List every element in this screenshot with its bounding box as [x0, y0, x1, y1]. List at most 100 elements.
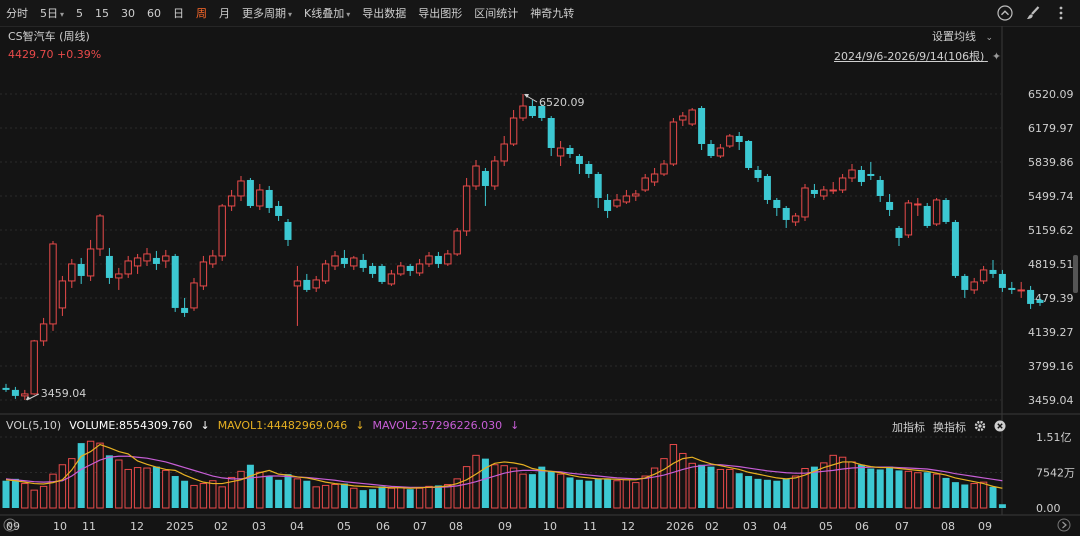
volume-bar: [246, 464, 254, 508]
volume-bar: [340, 483, 348, 508]
candle-body: [397, 265, 405, 275]
time-axis-label: 11: [583, 520, 597, 533]
candle-body: [886, 201, 894, 210]
candle-body: [86, 248, 95, 277]
close-icon[interactable]: [994, 420, 1006, 435]
candle-body: [256, 189, 264, 207]
volume-bar: [331, 483, 339, 509]
time-axis-label: 07: [895, 520, 909, 533]
add-indicator-button[interactable]: 加指标: [892, 421, 925, 434]
scroll-left-icon[interactable]: [3, 518, 17, 532]
mavol2-value: MAVOL2:57296226.030: [372, 419, 503, 432]
volume-bar: [359, 490, 367, 508]
candle-body: [698, 108, 706, 144]
volume-bar: [265, 476, 273, 508]
time-axis-label: 11: [82, 520, 96, 533]
period-tab[interactable]: 日: [167, 5, 190, 21]
time-axis-label: 06: [855, 520, 869, 533]
period-tab[interactable]: 区间统计: [468, 5, 524, 21]
candle-body: [575, 155, 583, 164]
time-axis-label: 06: [376, 520, 390, 533]
candle-body: [340, 257, 348, 264]
down-arrow-icon: ↓: [510, 419, 520, 432]
candle-body: [838, 177, 847, 191]
low-annotation: 3459.04: [41, 387, 87, 400]
volume-bar: [923, 472, 931, 508]
period-tab[interactable]: 分时: [0, 5, 34, 21]
candle-body: [133, 257, 142, 267]
period-tab[interactable]: K线叠加 ▾: [298, 5, 356, 21]
volume-bar: [801, 468, 809, 509]
period-tab-label: 月: [219, 7, 231, 20]
period-tab[interactable]: 神奇九转: [524, 5, 580, 21]
volume-bar: [622, 479, 631, 509]
period-tab-label: 区间统计: [474, 7, 519, 20]
time-axis-label: 09: [498, 520, 512, 533]
period-tab[interactable]: 15: [89, 7, 115, 20]
set-ma-button[interactable]: 设置均线 ⌄: [932, 28, 993, 44]
volume-bar: [904, 470, 913, 509]
volume-bar: [453, 478, 461, 509]
candle-body: [171, 255, 179, 308]
volume-bar: [782, 478, 790, 508]
time-axis-label: 10: [53, 520, 67, 533]
instrument-name: CS智汽车 (周线): [8, 30, 90, 43]
period-tab-label: K线叠加: [304, 7, 345, 20]
candle-body: [96, 215, 104, 250]
period-tab[interactable]: 30: [115, 7, 141, 20]
volume-bar: [284, 474, 292, 508]
period-tab[interactable]: 导出数据: [356, 5, 412, 21]
change-indicator-button[interactable]: 换指标: [933, 421, 966, 434]
brush-icon[interactable]: [1024, 4, 1042, 22]
volume-bar: [698, 464, 706, 508]
candle-body: [275, 205, 283, 216]
volume-bar: [585, 480, 593, 508]
volume-bar: [989, 486, 997, 508]
candle-body: [754, 169, 762, 178]
time-axis-label: 03: [743, 520, 757, 533]
candle-body: [979, 269, 988, 282]
set-ma-label: 设置均线: [932, 30, 976, 43]
period-tab[interactable]: 导出图形: [412, 5, 468, 21]
pin-icon[interactable]: ✦: [991, 50, 1002, 63]
chevron-up-icon[interactable]: [996, 4, 1014, 22]
chevron-left-icon: [7, 521, 12, 529]
candle-body: [679, 115, 687, 121]
period-tab[interactable]: 周: [190, 5, 213, 21]
volume-bar: [124, 468, 132, 509]
candle-body: [820, 189, 828, 197]
period-tab[interactable]: 60: [141, 7, 167, 20]
price-tick-label: 5159.62: [1028, 224, 1074, 237]
volume-bar: [275, 479, 283, 508]
volume-bar: [30, 489, 38, 509]
candle-body: [387, 273, 396, 285]
volume-bar: [171, 476, 179, 508]
gear-icon[interactable]: [974, 420, 986, 435]
price-tick-label: 5499.74: [1028, 190, 1074, 203]
period-tab[interactable]: 更多周期 ▾: [236, 5, 298, 21]
time-axis-label: 10: [543, 520, 557, 533]
time-axis-label: 05: [337, 520, 351, 533]
candle-body: [472, 165, 480, 187]
volume-tick-label: 7542万: [1036, 467, 1075, 480]
time-axis-label: 03: [252, 520, 266, 533]
period-tab[interactable]: 5: [70, 7, 89, 20]
volume-bar: [857, 464, 865, 508]
volume-bar: [21, 483, 29, 509]
time-axis-label: 09: [978, 520, 992, 533]
volume-bar: [735, 473, 743, 508]
period-tab[interactable]: 5日 ▾: [34, 5, 70, 21]
volume-bar: [500, 465, 508, 509]
date-range[interactable]: 2024/9/6-2026/9/14(106根) ✦: [834, 48, 1001, 64]
period-tab-label: 分时: [6, 7, 28, 20]
candle-body: [331, 255, 339, 267]
volume-bar: [397, 486, 405, 509]
scroll-right-icon[interactable]: [1057, 518, 1071, 532]
time-axis-label: 07: [413, 520, 427, 533]
candle-body: [547, 118, 555, 148]
more-icon[interactable]: [1052, 4, 1070, 22]
indicator-buttons: 加指标 换指标: [892, 419, 1006, 435]
period-tab[interactable]: 月: [213, 5, 236, 21]
scrollbar-handle[interactable]: [1073, 255, 1078, 293]
